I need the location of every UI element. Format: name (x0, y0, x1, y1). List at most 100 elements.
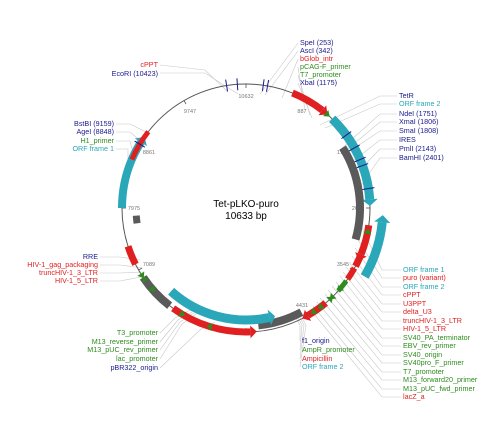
map-label: XmaI (1806) (399, 117, 439, 126)
labels-bottom-left: T3_promoter M13_reverse_primer M13_pUC_r… (87, 328, 158, 372)
feature-arc (345, 266, 358, 281)
restriction-site-mark (356, 163, 369, 169)
map-label: T7_promoter (403, 367, 445, 376)
tick-label: 10632 (238, 94, 253, 100)
map-label: M13_pUC_rev_primer (87, 345, 158, 354)
tick-label: 7975 (128, 206, 140, 212)
promoter-arrow (137, 271, 145, 279)
restriction-site-mark (236, 78, 239, 91)
feature-arrowhead (302, 309, 312, 321)
tick-label: 9747 (184, 109, 196, 115)
map-label: HIV-1_5_LTR (403, 324, 446, 333)
promoter-arrow (310, 307, 318, 315)
restriction-site-mark (348, 144, 360, 152)
map-label: SV40_PA_terminator (403, 333, 471, 342)
restriction-site-mark (341, 131, 352, 140)
map-label: f1_origin (302, 336, 330, 345)
restriction-site-mark (362, 187, 375, 191)
feature-arc (124, 245, 139, 266)
map-label: bGlob_intr (300, 54, 334, 63)
map-label: truncHIV-1_3_LTR (39, 268, 98, 277)
map-label: ORF frame 2 (302, 362, 344, 371)
map-label: ORF frame 2 (399, 99, 441, 108)
map-label: ORF frame 1 (72, 144, 114, 153)
restriction-site-mark (225, 79, 229, 92)
map-label: pCAG-F_primer (300, 62, 351, 71)
labels-bottom-center: f1_origin AmpR_promoter Ampicillin ORF f… (302, 336, 355, 371)
feature-arc (339, 145, 364, 241)
promoter-arrow (337, 285, 345, 292)
map-label: H1_primer (80, 136, 114, 145)
restriction-site-mark (261, 79, 265, 92)
tick-label: 7089 (143, 262, 155, 268)
labels-top-center: SpeI (253) AscI (342) bGlob_intr pCAG-F_… (300, 38, 351, 87)
map-label: lac_promoter (116, 354, 159, 363)
feature-arc (132, 215, 141, 224)
feature-arc (357, 224, 373, 256)
map-label: SpeI (253) (300, 38, 334, 47)
map-label: M13_forward20_primer (403, 375, 478, 384)
map-label: PmlI (2143) (399, 144, 436, 153)
map-label: M13_pUC_fwd_primer (403, 384, 476, 393)
primer-promoter-arrows (137, 109, 372, 332)
feature-arc (306, 300, 328, 319)
map-label: BamHI (2401) (399, 153, 444, 162)
promoter-arrow (318, 302, 325, 309)
map-label: truncHIV-1_3_LTR (403, 316, 462, 325)
map-label: T7_promoter (300, 70, 342, 79)
feature-arc (352, 255, 364, 268)
map-label: pBR322_origin (110, 363, 158, 372)
map-label: T3_promoter (117, 328, 159, 337)
feature-arc (360, 221, 387, 279)
map-label: HIV-1_5_LTR (55, 276, 98, 285)
map-label: IRES (399, 135, 416, 144)
map-label: RRE (83, 252, 98, 261)
tick-label: 8861 (143, 150, 155, 156)
map-label: cPPT (403, 290, 421, 299)
labels-top-left: cPPT EcoRI (10423) (112, 60, 159, 78)
map-label: AgeI (8848) (76, 127, 114, 136)
map-label: SmaI (1808) (399, 126, 439, 135)
promoter-arrow (323, 109, 330, 117)
labels-left-low: RRE HIV-1_gag_packaging truncHIV-1_3_LTR… (27, 252, 98, 285)
feature-arc (168, 287, 271, 325)
map-label: M13_reverse_primer (92, 337, 159, 346)
tick-label: 887 (297, 109, 306, 115)
map-label: ORF frame 1 (403, 265, 445, 274)
map-label: TetR (399, 91, 414, 100)
map-label: SV40pro_F_primer (403, 358, 464, 367)
restriction-site-markers (134, 78, 375, 191)
map-label: U3PPT (403, 299, 427, 308)
map-label: HIV-1_gag_packaging (27, 260, 98, 269)
map-label: ORF frame 2 (403, 282, 445, 291)
map-label: cPPT (140, 60, 158, 69)
map-label: AmpR_promoter (302, 345, 355, 354)
map-label: AscI (342) (300, 46, 333, 55)
restriction-site-mark (354, 156, 366, 163)
tick-label: 3545 (337, 262, 349, 268)
promoter-arrow (206, 323, 213, 332)
feature-arc (328, 115, 375, 200)
plasmid-name: Tet-pLKO-puro (213, 199, 279, 210)
tick-mark (183, 100, 187, 105)
plasmid-length: 10633 bp (225, 211, 267, 222)
labels-right-top: TetR ORF frame 2 NdeI (1751) XmaI (1806)… (399, 91, 444, 162)
feature-arrowhead (318, 105, 328, 116)
feature-arrowhead (361, 198, 378, 206)
map-label: delta_U3 (403, 307, 432, 316)
promoter-arrow (326, 296, 333, 304)
map-label: EBV_rev_primer (403, 341, 456, 350)
promoter-arrow (363, 228, 372, 235)
map-label: puro (variant) (403, 273, 446, 282)
map-label: NdeI (1751) (399, 109, 437, 118)
feature-arc (257, 308, 304, 330)
map-label: Ampicillin (302, 354, 332, 363)
map-label: EcoRI (10423) (112, 69, 158, 78)
tick-label: 4431 (296, 303, 308, 309)
feature-arc (139, 275, 173, 309)
promoter-arrow (142, 276, 149, 284)
feature-arrowhead (250, 325, 257, 339)
map-label: XbaI (1175) (300, 78, 337, 87)
map-label: BstBI (9159) (74, 119, 114, 128)
